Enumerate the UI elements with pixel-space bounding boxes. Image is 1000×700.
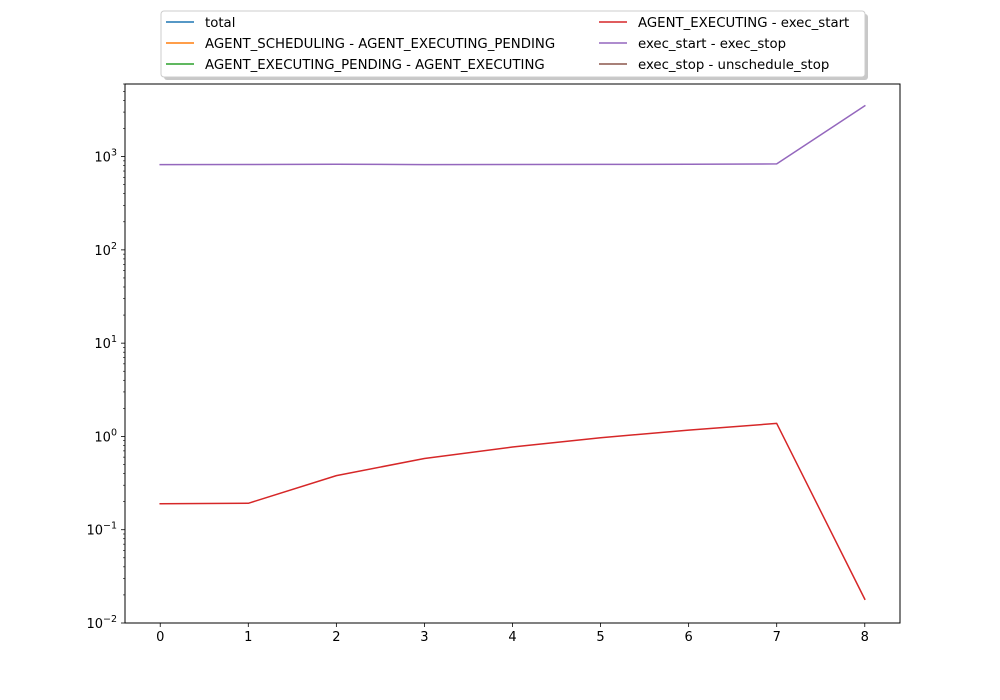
y-tick-label: 103 (94, 148, 117, 166)
legend-label: exec_stop - unschedule_stop (638, 58, 829, 73)
series-line-1 (159, 422, 866, 601)
series-line-0 (159, 104, 866, 166)
legend: total AGENT_SCHEDULING - AGENT_EXECUTING_… (160, 10, 868, 80)
y-tick-label: 10−1 (86, 521, 117, 539)
legend-label: AGENT_EXECUTING - exec_start (638, 16, 849, 31)
x-tick-label: 2 (332, 630, 340, 645)
legend-label: exec_start - exec_stop (638, 37, 786, 52)
x-tick-label: 3 (420, 630, 428, 645)
legend-label: AGENT_SCHEDULING - AGENT_EXECUTING_PENDI… (205, 37, 555, 52)
series-layer (159, 104, 866, 601)
x-tick-label: 0 (156, 630, 164, 645)
y-tick-label: 102 (94, 241, 117, 259)
y-tick-label: 101 (94, 334, 117, 352)
x-tick-label: 5 (596, 630, 604, 645)
x-tick-label: 1 (244, 630, 252, 645)
x-tick-label: 4 (508, 630, 516, 645)
x-tick-label: 8 (861, 630, 869, 645)
y-tick-label: 10−2 (86, 614, 117, 632)
y-axis: 10−2 10−1 100 101 102 103 (86, 83, 125, 632)
y-tick-label: 100 (94, 427, 117, 445)
x-tick-label: 7 (773, 630, 781, 645)
x-axis: 0 1 2 3 4 5 6 7 8 (156, 623, 869, 645)
legend-label: total (205, 16, 235, 31)
legend-frame (160, 10, 866, 78)
legend-label: AGENT_EXECUTING_PENDING - AGENT_EXECUTIN… (205, 58, 545, 73)
x-tick-label: 6 (684, 630, 692, 645)
